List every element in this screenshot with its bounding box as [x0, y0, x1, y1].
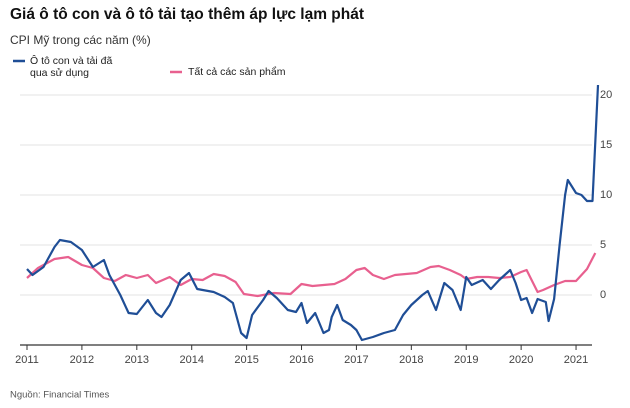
chart-subtitle: CPI Mỹ trong các năm (%) [10, 33, 151, 47]
y-tick-label: 10 [600, 189, 612, 201]
x-tick-label: 2014 [179, 354, 203, 366]
source: Nguồn: Financial Times [10, 390, 110, 401]
x-tick-label: 2013 [125, 354, 149, 366]
x-tick-label: 2020 [509, 354, 533, 366]
x-tick-label: 2011 [15, 354, 39, 366]
x-tick-label: 2016 [289, 354, 313, 366]
series-line [26, 252, 597, 298]
y-tick-label: 0 [600, 289, 606, 301]
legend-label: Ô tô con và tải đã qua sử dụng [30, 55, 113, 79]
series-line [26, 84, 600, 342]
x-tick-label: 2019 [454, 354, 478, 366]
chart-title: Giá ô tô con và ô tô tải tạo thêm áp lực… [10, 6, 364, 23]
y-tick-label: 5 [600, 239, 606, 251]
y-tick-label: 20 [600, 89, 612, 101]
x-tick-label: 2021 [564, 354, 588, 366]
y-tick-label: 15 [600, 139, 612, 151]
x-tick-label: 2017 [344, 354, 368, 366]
legend-label: Tất cả các sản phẩm [188, 66, 286, 78]
x-tick-label: 2015 [234, 354, 258, 366]
x-tick-label: 2012 [70, 354, 94, 366]
x-tick-label: 2018 [399, 354, 423, 366]
